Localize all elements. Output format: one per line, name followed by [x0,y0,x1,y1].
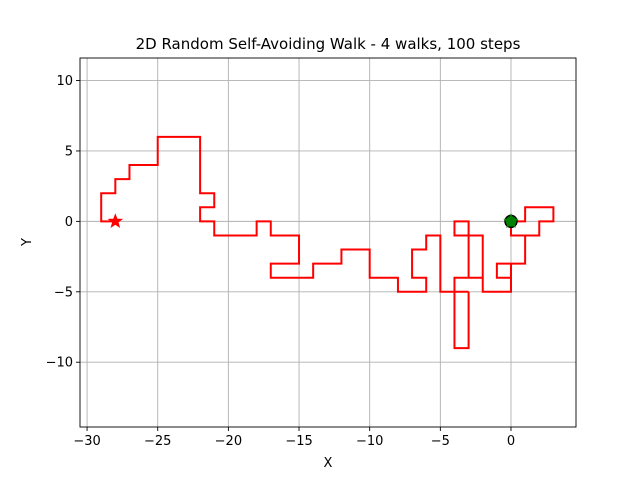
y-tick-label: −5 [54,285,73,300]
y-tick-label: 5 [65,144,73,159]
x-tick-label: −30 [73,434,100,449]
walk-series-line-3 [453,290,470,350]
y-tick-label: −10 [46,356,73,371]
plot-frame [79,57,577,428]
y-tick-label: 0 [65,215,73,230]
walk-series-line-2 [511,206,555,237]
x-tick-label: 0 [507,434,515,449]
walk-series-line-1 [100,135,527,293]
x-axis-label: X [324,456,333,471]
x-tick-label: −10 [356,434,383,449]
plot-area [100,135,555,350]
axis-ticks: −30 −25 −20 −15 −10 −5 0 −10 −5 0 5 10 [46,74,516,449]
x-tick-label: −25 [144,434,171,449]
chart-title: 2D Random Self-Avoiding Walk - 4 walks, … [136,35,521,53]
end-point-star-marker [503,213,519,228]
x-tick-label: −5 [431,434,450,449]
end-point-star-marker [107,213,124,228]
x-tick-label: −15 [285,434,312,449]
x-tick-label: −20 [215,434,242,449]
grid-lines [80,58,576,427]
y-tick-label: 10 [56,74,73,89]
y-axis-label: Y [20,238,35,247]
